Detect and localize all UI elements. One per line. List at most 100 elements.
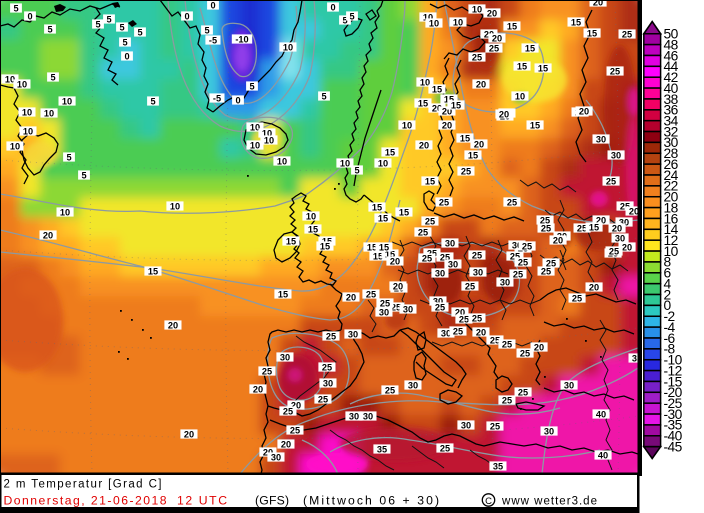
svg-text:20: 20 [553, 236, 563, 246]
svg-text:5: 5 [81, 171, 86, 181]
svg-text:30: 30 [403, 305, 413, 315]
svg-text:25: 25 [502, 340, 512, 350]
svg-text:10: 10 [306, 212, 316, 222]
svg-text:5: 5 [50, 73, 55, 83]
svg-text:10: 10 [402, 121, 412, 131]
svg-text:5: 5 [342, 16, 347, 26]
svg-text:25: 25 [507, 198, 517, 208]
svg-text:C: C [485, 496, 492, 507]
svg-text:-6: -6 [664, 331, 676, 346]
svg-text:25: 25 [453, 327, 463, 337]
svg-text:15: 15 [444, 95, 454, 105]
svg-text:5: 5 [13, 4, 18, 14]
svg-text:20: 20 [168, 321, 178, 331]
svg-text:www wetter3.de: www wetter3.de [501, 496, 597, 508]
svg-text:30: 30 [433, 297, 443, 307]
svg-text:8: 8 [664, 255, 672, 270]
svg-text:-30: -30 [664, 407, 683, 422]
svg-text:25: 25 [391, 303, 401, 313]
svg-text:24: 24 [664, 168, 679, 183]
svg-text:30: 30 [363, 412, 373, 422]
svg-text:5: 5 [95, 20, 100, 30]
svg-text:18: 18 [664, 200, 679, 215]
svg-text:38: 38 [664, 92, 679, 107]
svg-text:15: 15 [571, 18, 581, 28]
svg-text:30: 30 [619, 218, 629, 228]
svg-text:30: 30 [379, 308, 389, 318]
svg-text:5: 5 [119, 23, 124, 33]
svg-text:10: 10 [283, 43, 293, 53]
svg-text:25: 25 [502, 396, 512, 406]
svg-text:30: 30 [596, 135, 606, 145]
svg-text:25: 25 [472, 251, 482, 261]
svg-text:25: 25 [418, 228, 428, 238]
svg-text:25: 25 [572, 294, 582, 304]
svg-text:15: 15 [589, 223, 599, 233]
svg-text:15: 15 [425, 177, 435, 187]
svg-text:-5: -5 [213, 94, 221, 104]
svg-text:10: 10 [250, 141, 260, 151]
svg-text:30: 30 [564, 381, 574, 391]
svg-text:-5: -5 [209, 36, 217, 46]
svg-text:44: 44 [664, 59, 679, 74]
svg-text:25: 25 [518, 388, 528, 398]
svg-text:25: 25 [489, 44, 499, 54]
svg-text:10: 10 [664, 244, 679, 259]
svg-text:10: 10 [472, 5, 482, 15]
svg-text:20: 20 [629, 207, 639, 217]
svg-text:20: 20 [291, 401, 301, 411]
svg-text:25: 25 [490, 336, 500, 346]
svg-text:25: 25 [540, 216, 550, 226]
svg-text:10: 10 [453, 18, 463, 28]
svg-text:28: 28 [664, 146, 679, 161]
svg-text:15: 15 [385, 250, 395, 260]
svg-text:10: 10 [264, 136, 274, 146]
svg-text:25: 25 [440, 444, 450, 454]
svg-text:30: 30 [348, 330, 358, 340]
svg-text:15: 15 [367, 243, 377, 253]
svg-text:15: 15 [530, 121, 540, 131]
svg-text:25: 25 [465, 282, 475, 292]
svg-text:22: 22 [664, 179, 678, 194]
svg-text:30: 30 [445, 239, 455, 249]
svg-text:30: 30 [349, 412, 359, 422]
svg-text:15: 15 [468, 151, 478, 161]
svg-text:10: 10 [44, 109, 54, 119]
svg-text:42: 42 [664, 70, 678, 85]
svg-text:15: 15 [460, 134, 470, 144]
svg-text:32: 32 [664, 124, 678, 139]
svg-text:5: 5 [137, 28, 142, 38]
svg-text:10: 10 [17, 80, 27, 90]
svg-text:25: 25 [610, 67, 620, 77]
svg-text:-35: -35 [664, 418, 683, 433]
svg-text:25: 25 [513, 270, 523, 280]
svg-text:10: 10 [23, 127, 33, 137]
svg-text:30: 30 [664, 135, 679, 150]
svg-text:25: 25 [322, 363, 332, 373]
svg-text:15: 15 [320, 242, 330, 252]
svg-text:10: 10 [429, 19, 439, 29]
svg-text:5: 5 [321, 92, 326, 102]
svg-text:20: 20 [442, 107, 452, 117]
svg-text:25: 25 [422, 254, 432, 264]
svg-text:20: 20 [390, 257, 400, 267]
svg-text:36: 36 [664, 103, 679, 118]
svg-text:20: 20 [253, 385, 263, 395]
svg-text:-10: -10 [235, 35, 248, 45]
svg-text:15: 15 [525, 44, 535, 54]
svg-text:25: 25 [472, 53, 482, 63]
svg-text:5: 5 [354, 166, 359, 176]
svg-text:(GFS): (GFS) [255, 494, 289, 508]
svg-text:25: 25 [262, 367, 272, 377]
svg-text:(Mittwoch 06 + 30): (Mittwoch 06 + 30) [303, 494, 439, 508]
svg-text:-4: -4 [664, 320, 676, 335]
svg-text:0: 0 [184, 12, 189, 22]
svg-text:15: 15 [399, 208, 409, 218]
svg-text:15: 15 [432, 85, 442, 95]
svg-text:10: 10 [277, 157, 287, 167]
svg-text:48: 48 [664, 37, 679, 52]
svg-text:0: 0 [235, 96, 240, 106]
svg-text:30: 30 [500, 278, 510, 288]
svg-text:20: 20 [622, 243, 632, 253]
svg-text:26: 26 [664, 157, 679, 172]
